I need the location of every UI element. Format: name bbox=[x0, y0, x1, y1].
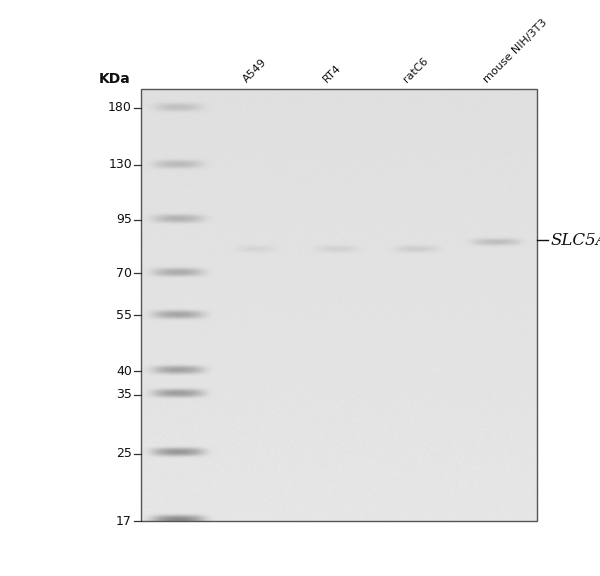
Bar bbox=[141, 89, 537, 521]
Text: mouse NIH/3T3: mouse NIH/3T3 bbox=[482, 17, 550, 85]
Text: ratC6: ratC6 bbox=[402, 56, 430, 85]
Text: 130: 130 bbox=[108, 158, 132, 171]
Text: A549: A549 bbox=[241, 57, 269, 85]
Text: 25: 25 bbox=[116, 447, 132, 460]
Text: 40: 40 bbox=[116, 365, 132, 378]
Text: KDa: KDa bbox=[99, 73, 131, 86]
Text: RT4: RT4 bbox=[322, 63, 343, 85]
Text: SLC5A7: SLC5A7 bbox=[550, 232, 600, 249]
Text: 95: 95 bbox=[116, 213, 132, 226]
Text: 35: 35 bbox=[116, 388, 132, 401]
Text: 55: 55 bbox=[116, 309, 132, 322]
Text: 17: 17 bbox=[116, 515, 132, 528]
Text: 180: 180 bbox=[108, 101, 132, 114]
Text: 70: 70 bbox=[116, 267, 132, 280]
